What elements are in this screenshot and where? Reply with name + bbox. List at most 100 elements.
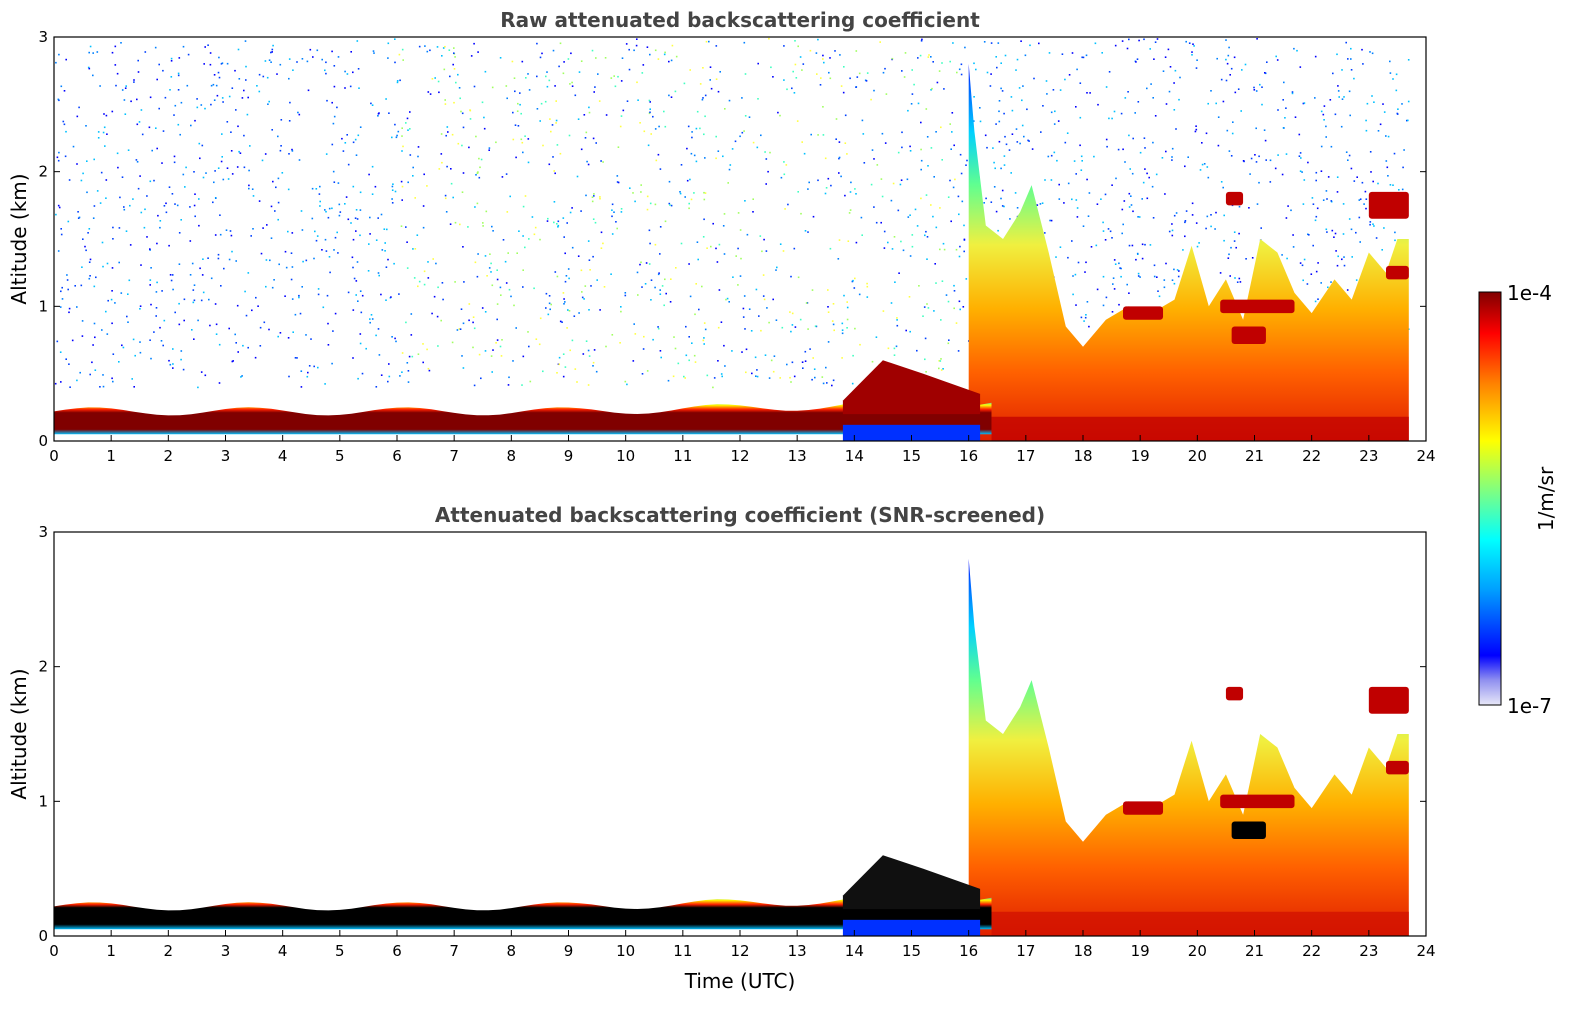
- noise-pixel: [484, 255, 487, 257]
- noise-pixel: [1290, 209, 1292, 212]
- noise-pixel: [120, 292, 123, 294]
- noise-pixel: [996, 66, 998, 69]
- noise-pixel: [1195, 222, 1198, 224]
- noise-pixel: [1106, 145, 1108, 148]
- noise-pixel: [386, 228, 388, 231]
- noise-pixel: [490, 355, 493, 357]
- noise-pixel: [925, 371, 927, 373]
- noise-pixel: [409, 154, 412, 156]
- noise-pixel: [723, 344, 725, 347]
- noise-pixel: [1397, 108, 1399, 110]
- noise-pixel: [177, 74, 180, 77]
- noise-pixel: [114, 45, 117, 48]
- noise-pixel: [1093, 155, 1095, 158]
- noise-pixel: [1134, 112, 1136, 114]
- noise-pixel: [742, 316, 745, 318]
- noise-pixel: [235, 109, 237, 111]
- noise-pixel: [1158, 295, 1161, 298]
- noise-pixel: [831, 384, 833, 387]
- noise-pixel: [930, 204, 932, 206]
- noise-pixel: [506, 211, 509, 213]
- noise-pixel: [62, 120, 65, 123]
- noise-pixel: [1148, 176, 1150, 179]
- noise-pixel: [371, 318, 374, 320]
- noise-pixel: [412, 166, 414, 169]
- noise-pixel: [564, 366, 567, 368]
- noise-pixel: [441, 161, 443, 164]
- noise-pixel: [111, 322, 113, 325]
- noise-pixel: [307, 89, 310, 92]
- noise-pixel: [266, 76, 269, 79]
- noise-pixel: [668, 60, 670, 63]
- noise-pixel: [474, 261, 477, 264]
- noise-pixel: [913, 83, 915, 86]
- noise-pixel: [1315, 215, 1318, 218]
- noise-pixel: [275, 186, 277, 189]
- noise-pixel: [280, 145, 282, 147]
- noise-pixel: [123, 208, 126, 211]
- noise-pixel: [311, 217, 314, 220]
- noise-pixel: [156, 78, 158, 81]
- noise-pixel: [352, 71, 354, 74]
- noise-pixel: [900, 179, 903, 181]
- noise-pixel: [634, 200, 636, 203]
- noise-pixel: [903, 76, 906, 78]
- noise-pixel: [616, 175, 619, 177]
- noise-pixel: [417, 146, 420, 148]
- noise-pixel: [652, 338, 654, 341]
- x-tick-label: 14: [845, 942, 864, 960]
- noise-pixel: [1142, 181, 1145, 184]
- noise-pixel: [1000, 62, 1002, 64]
- noise-pixel: [437, 345, 439, 347]
- noise-pixel: [1248, 207, 1250, 209]
- noise-pixel: [122, 346, 125, 349]
- noise-pixel: [923, 306, 926, 308]
- noise-pixel: [1023, 135, 1025, 138]
- noise-pixel: [1276, 59, 1279, 61]
- noise-pixel: [574, 368, 577, 370]
- noise-pixel: [783, 173, 786, 176]
- noise-pixel: [1135, 258, 1137, 261]
- noise-pixel: [1194, 130, 1197, 133]
- x-tick-label: 15: [902, 942, 921, 960]
- noise-pixel: [1111, 184, 1113, 186]
- noise-pixel: [949, 60, 951, 63]
- noise-pixel: [534, 226, 537, 229]
- noise-pixel: [686, 147, 688, 150]
- noise-pixel: [1097, 103, 1099, 106]
- noise-pixel: [451, 133, 454, 136]
- noise-pixel: [116, 72, 119, 75]
- noise-pixel: [655, 159, 658, 162]
- noise-pixel: [1350, 167, 1353, 170]
- x-tick-label: 17: [1016, 942, 1035, 960]
- noise-pixel: [800, 212, 802, 215]
- cloud-patch: [1123, 306, 1164, 320]
- noise-pixel: [583, 298, 585, 300]
- noise-pixel: [927, 56, 930, 58]
- noise-pixel: [558, 65, 560, 68]
- noise-pixel: [931, 87, 933, 90]
- noise-pixel: [1137, 272, 1140, 275]
- noise-pixel: [92, 217, 95, 219]
- noise-pixel: [191, 329, 193, 331]
- noise-pixel: [198, 142, 201, 145]
- noise-pixel: [1082, 56, 1085, 59]
- cloud-patch: [1368, 686, 1409, 714]
- noise-pixel: [499, 57, 502, 59]
- noise-pixel: [383, 228, 386, 230]
- noise-pixel: [794, 40, 796, 42]
- noise-pixel: [545, 292, 548, 295]
- noise-pixel: [308, 365, 311, 367]
- noise-pixel: [1167, 48, 1170, 51]
- noise-pixel: [484, 70, 487, 73]
- noise-pixel: [539, 238, 541, 241]
- noise-pixel: [276, 73, 278, 75]
- noise-pixel: [715, 157, 717, 160]
- noise-pixel: [100, 171, 103, 174]
- noise-pixel: [402, 59, 404, 61]
- noise-pixel: [822, 58, 824, 60]
- noise-pixel: [1325, 125, 1327, 128]
- noise-pixel: [883, 247, 886, 249]
- noise-pixel: [1057, 120, 1060, 122]
- noise-pixel: [939, 207, 941, 209]
